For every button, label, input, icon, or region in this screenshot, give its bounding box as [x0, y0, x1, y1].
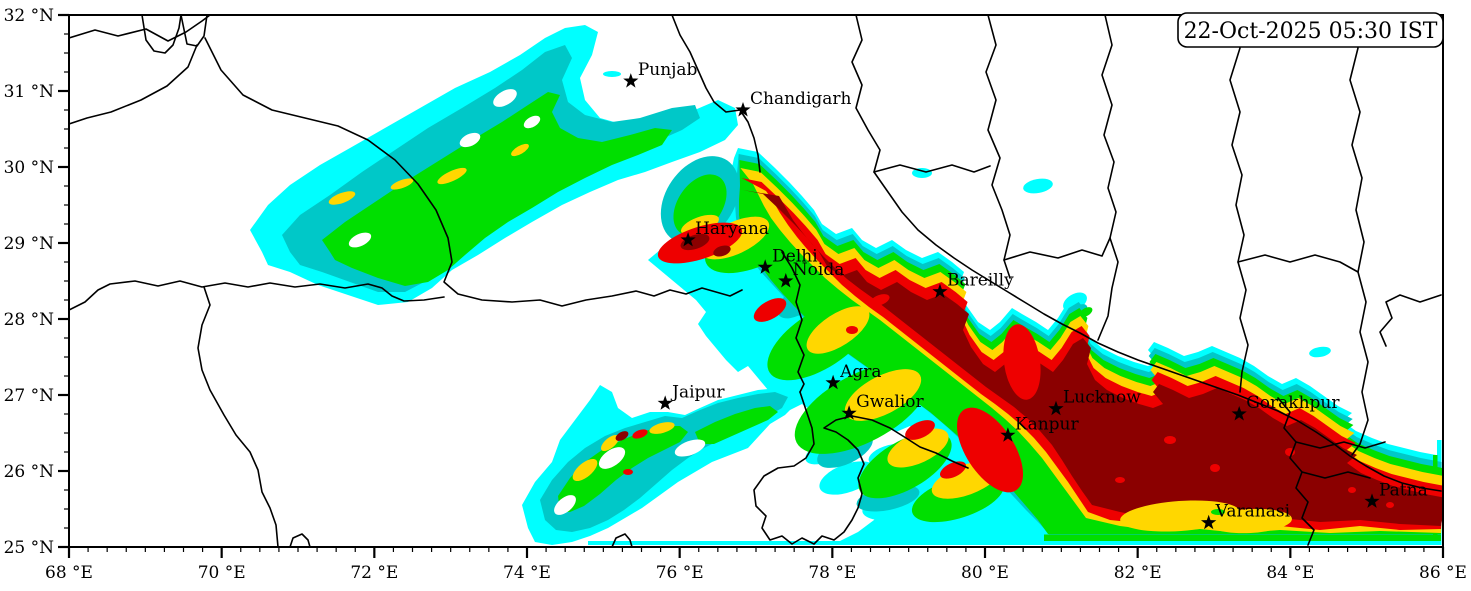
- city-label: Gwalior: [856, 392, 924, 412]
- boundary-line: [1237, 254, 1359, 273]
- x-tick-label: 78 °E: [808, 563, 856, 583]
- star-icon: [1364, 493, 1380, 508]
- x-tick-label: 72 °E: [350, 563, 398, 583]
- boundary-line: [289, 533, 311, 547]
- boundary-line: [1003, 237, 1111, 261]
- city-marker-jaipur: Jaipur: [657, 382, 725, 410]
- city-label: Varanasi: [1215, 502, 1291, 522]
- timestamp-text: 22-Oct-2025 05:30 IST: [1184, 19, 1438, 44]
- city-marker-gwalior: Gwalior: [841, 392, 925, 420]
- city-marker-patna: Patna: [1364, 480, 1428, 508]
- boundary-line: [197, 286, 279, 547]
- y-tick-label: 28 °N: [4, 310, 55, 330]
- city-label: Noida: [793, 260, 845, 280]
- boundary-line: [753, 391, 969, 545]
- plot-frame: [68, 14, 1444, 548]
- boundary-line: [1349, 15, 1369, 456]
- city-label: Patna: [1379, 480, 1428, 500]
- boundary-line: [69, 44, 198, 125]
- boundary-line: [69, 280, 445, 311]
- boundary-line: [985, 15, 1011, 279]
- green-over-core: [1211, 509, 1225, 515]
- star-icon: [735, 102, 751, 117]
- city-label: Gorakhpur: [1246, 393, 1340, 413]
- boundary-line: [1229, 15, 1249, 393]
- city-marker-varanasi: Varanasi: [1201, 502, 1291, 530]
- y-tick-label: 27 °N: [4, 386, 55, 406]
- city-label: Agra: [839, 362, 881, 382]
- x-tick-label: 70 °E: [198, 563, 246, 583]
- boundary-line: [1379, 294, 1442, 347]
- y-tick-label: 32 °N: [4, 6, 55, 26]
- timestamp-frame: [1177, 12, 1444, 48]
- star-icon: [841, 405, 857, 420]
- boundary-line: [1097, 15, 1119, 341]
- y-tick-label: 25 °N: [4, 538, 55, 558]
- state-boundaries: [69, 15, 1442, 547]
- city-marker-lucknow: Lucknow: [1048, 388, 1141, 416]
- boundary-line: [671, 15, 761, 173]
- city-marker-punjab: Punjab: [623, 60, 698, 88]
- mass-core: [743, 190, 1443, 526]
- timestamp-box: 22-Oct-2025 05:30 IST: [1177, 12, 1444, 48]
- star-icon: [1201, 514, 1217, 530]
- star-icon: [657, 395, 673, 410]
- y-tick-label: 29 °N: [4, 234, 55, 254]
- y-tick-label: 30 °N: [4, 158, 55, 178]
- star-icon: [1000, 427, 1016, 442]
- city-label: Jaipur: [670, 382, 725, 402]
- red-over-core: [846, 294, 1394, 508]
- boundary-line: [1295, 441, 1386, 449]
- boundary-line: [781, 251, 805, 393]
- city-label: Kanpur: [1015, 414, 1080, 434]
- boundary-line: [851, 15, 1442, 492]
- x-axis-ticks: 68 °E 70 °E 72 °E 74 °E 76 °E 78 °E 80 °E 82 °E…: [45, 547, 1467, 583]
- city-marker-haryana: Haryana: [680, 219, 769, 247]
- y-axis-ticks: 25 °N 26 °N 27 °N 28 °N 29 °N 30 °N 31 °N 32 °N: [4, 6, 69, 558]
- city-marker-bareilly: Bareilly: [932, 271, 1014, 299]
- city-label: Delhi: [772, 246, 818, 266]
- x-tick-label: 86 °E: [1419, 563, 1467, 583]
- city-marker-delhi: Delhi: [757, 246, 818, 274]
- star-icon: [932, 283, 948, 299]
- city-marker-kanpur: Kanpur: [1000, 414, 1080, 442]
- x-tick-label: 80 °E: [961, 563, 1009, 583]
- boundary-line: [1301, 471, 1371, 479]
- boundary-line: [141, 15, 182, 54]
- x-tick-label: 68 °E: [45, 563, 93, 583]
- y-tick-label: 31 °N: [4, 82, 55, 102]
- boundary-line: [873, 164, 991, 173]
- city-marker-chandigarh: Chandigarh: [735, 89, 852, 117]
- boundary-line: [69, 15, 211, 42]
- clear-holes: [348, 89, 706, 515]
- x-tick-label: 84 °E: [1266, 563, 1314, 583]
- city-marker-gorakhpur: Gorakhpur: [1231, 393, 1340, 421]
- boundary-line: [204, 37, 743, 307]
- star-icon: [1048, 400, 1064, 416]
- city-label: Punjab: [638, 60, 698, 80]
- star-icon: [1231, 406, 1247, 421]
- x-tick-label: 82 °E: [1114, 563, 1162, 583]
- y-tick-label: 26 °N: [4, 462, 55, 482]
- star-icon: [825, 374, 841, 390]
- city-label: Haryana: [695, 219, 769, 239]
- city-label: Chandigarh: [750, 89, 852, 109]
- city-marker-noida: Noida: [778, 260, 844, 288]
- star-icon: [757, 259, 773, 274]
- star-icon: [778, 273, 794, 288]
- city-label: Bareilly: [947, 271, 1014, 291]
- boundary-line: [611, 533, 633, 547]
- contour-field: [69, 15, 1443, 547]
- x-tick-label: 74 °E: [503, 563, 551, 583]
- x-tick-label: 76 °E: [656, 563, 704, 583]
- star-icon: [680, 232, 696, 247]
- city-label: Lucknow: [1063, 388, 1141, 408]
- star-icon: [623, 73, 639, 88]
- city-marker-agra: Agra: [825, 362, 882, 390]
